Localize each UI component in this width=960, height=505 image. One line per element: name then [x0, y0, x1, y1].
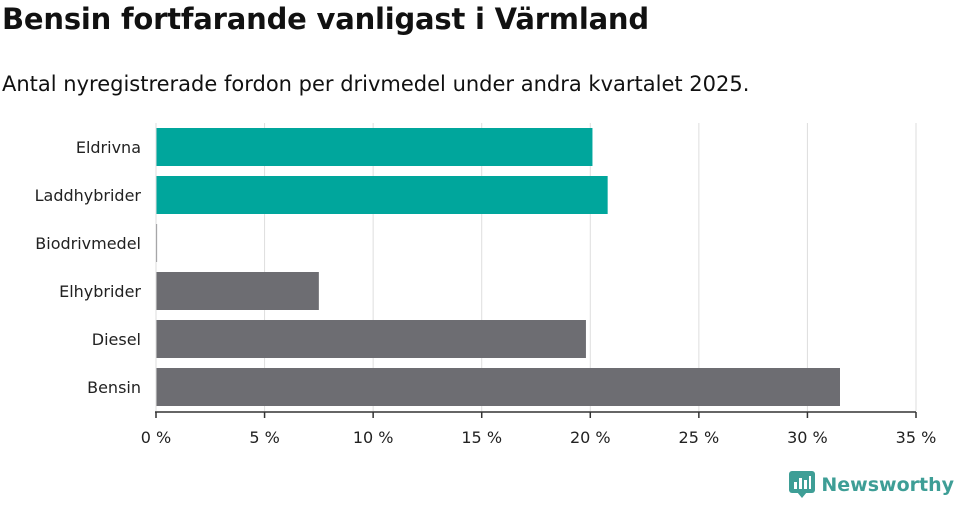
- x-tick-label: 30 %: [787, 428, 828, 447]
- brand-logo-link[interactable]: Newsworthy: [789, 471, 954, 499]
- bar-eldrivna[interactable]: [156, 128, 593, 166]
- category-label: Laddhybrider: [35, 186, 142, 205]
- bar-diesel[interactable]: [156, 320, 586, 358]
- x-tick-label: 25 %: [679, 428, 720, 447]
- bar-bensin[interactable]: [156, 368, 840, 406]
- x-tick-label: 20 %: [570, 428, 611, 447]
- bar-biodrivmedel[interactable]: [156, 224, 158, 262]
- x-tick-label: 35 %: [896, 428, 937, 447]
- category-label: Bensin: [87, 378, 141, 397]
- category-label: Diesel: [92, 330, 141, 349]
- bar-elhybrider[interactable]: [156, 272, 319, 310]
- category-label: Biodrivmedel: [35, 234, 141, 253]
- category-label: Eldrivna: [76, 138, 141, 157]
- x-tick-label: 15 %: [461, 428, 502, 447]
- brand-name: Newsworthy: [821, 474, 954, 496]
- x-tick-label: 10 %: [353, 428, 394, 447]
- newsworthy-bar-chart-icon: [789, 471, 816, 498]
- category-label: Elhybrider: [59, 282, 141, 301]
- chart-title: Bensin fortfarande vanligast i Värmland: [2, 2, 649, 36]
- x-tick-label: 0 %: [141, 428, 171, 447]
- x-tick-label: 5 %: [249, 428, 279, 447]
- chart-subtitle: Antal nyregistrerade fordon per drivmede…: [2, 72, 750, 96]
- bar-laddhybrider[interactable]: [156, 176, 608, 214]
